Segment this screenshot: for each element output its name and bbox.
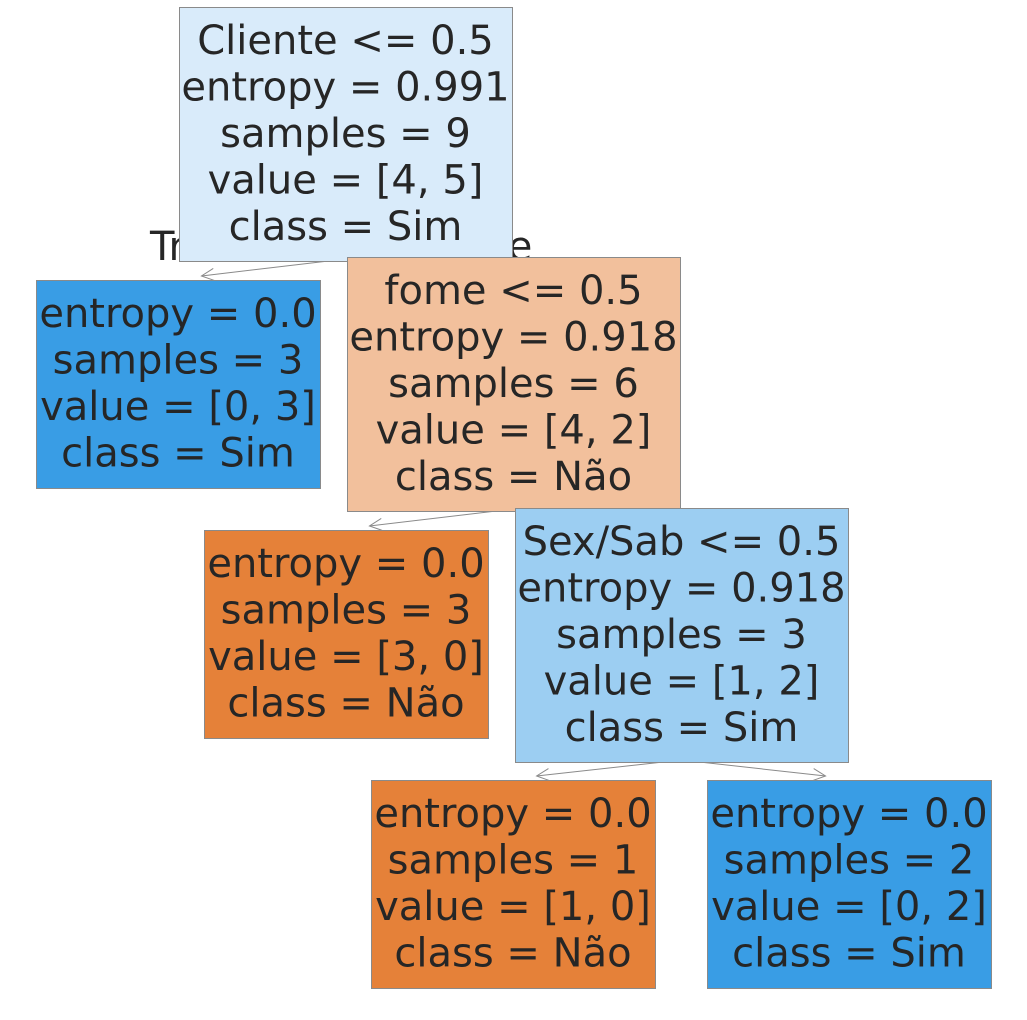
- tree-node-line: value = [0, 2]: [711, 884, 987, 930]
- edge-arrowhead-leaf-2: [368, 518, 383, 532]
- tree-node-box: [36, 280, 321, 489]
- edge-arrowhead-leaf-4: [812, 768, 827, 782]
- tree-node-line: value = [4, 2]: [376, 408, 652, 454]
- tree-node-line: Cliente <= 0.5: [197, 18, 493, 64]
- tree-node-line: entropy = 0.0: [710, 791, 987, 837]
- tree-node-line: value = [4, 5]: [208, 158, 484, 204]
- tree-node-line: class = Não: [395, 454, 632, 500]
- tree-node-box: [515, 508, 849, 763]
- tree-node-line: entropy = 0.0: [39, 291, 316, 337]
- tree-node-line: entropy = 0.918: [517, 566, 845, 612]
- tree-node-line: samples = 9: [220, 111, 471, 157]
- tree-node-line: value = [1, 2]: [544, 659, 820, 705]
- tree-node-line: class = Não: [394, 931, 631, 977]
- tree-node-line: samples = 1: [388, 838, 639, 884]
- tree-node-line: class = Não: [227, 681, 464, 727]
- tree-node-box: [204, 530, 489, 739]
- tree-node-line: value = [3, 0]: [208, 634, 484, 680]
- tree-node-box: [179, 7, 513, 262]
- tree-node-line: samples = 3: [53, 338, 304, 384]
- tree-node-line: samples = 2: [724, 838, 975, 884]
- tree-node-box: [371, 780, 656, 989]
- tree-node-line: Sex/Sab <= 0.5: [523, 519, 841, 565]
- tree-node-line: class = Sim: [565, 705, 799, 751]
- tree-node-line: samples = 3: [221, 588, 472, 634]
- tree-node-line: samples = 6: [388, 361, 639, 407]
- edge-arrowhead-leaf-1: [200, 268, 215, 282]
- tree-node-line: samples = 3: [556, 612, 807, 658]
- tree-node-line: class = Sim: [229, 204, 463, 250]
- tree-node-box: [347, 257, 681, 512]
- tree-node-line: fome <= 0.5: [384, 268, 642, 314]
- tree-node-line: entropy = 0.991: [181, 65, 509, 111]
- tree-node-line: value = [1, 0]: [375, 884, 651, 930]
- edge-arrowhead-leaf-3: [535, 768, 550, 782]
- tree-node-line: entropy = 0.918: [349, 315, 677, 361]
- tree-node-line: class = Sim: [61, 431, 295, 477]
- tree-node-line: value = [0, 3]: [40, 384, 316, 430]
- tree-node-line: entropy = 0.0: [374, 791, 651, 837]
- tree-node-box: [707, 780, 992, 989]
- tree-node-line: class = Sim: [732, 931, 966, 977]
- tree-node-line: entropy = 0.0: [207, 541, 484, 587]
